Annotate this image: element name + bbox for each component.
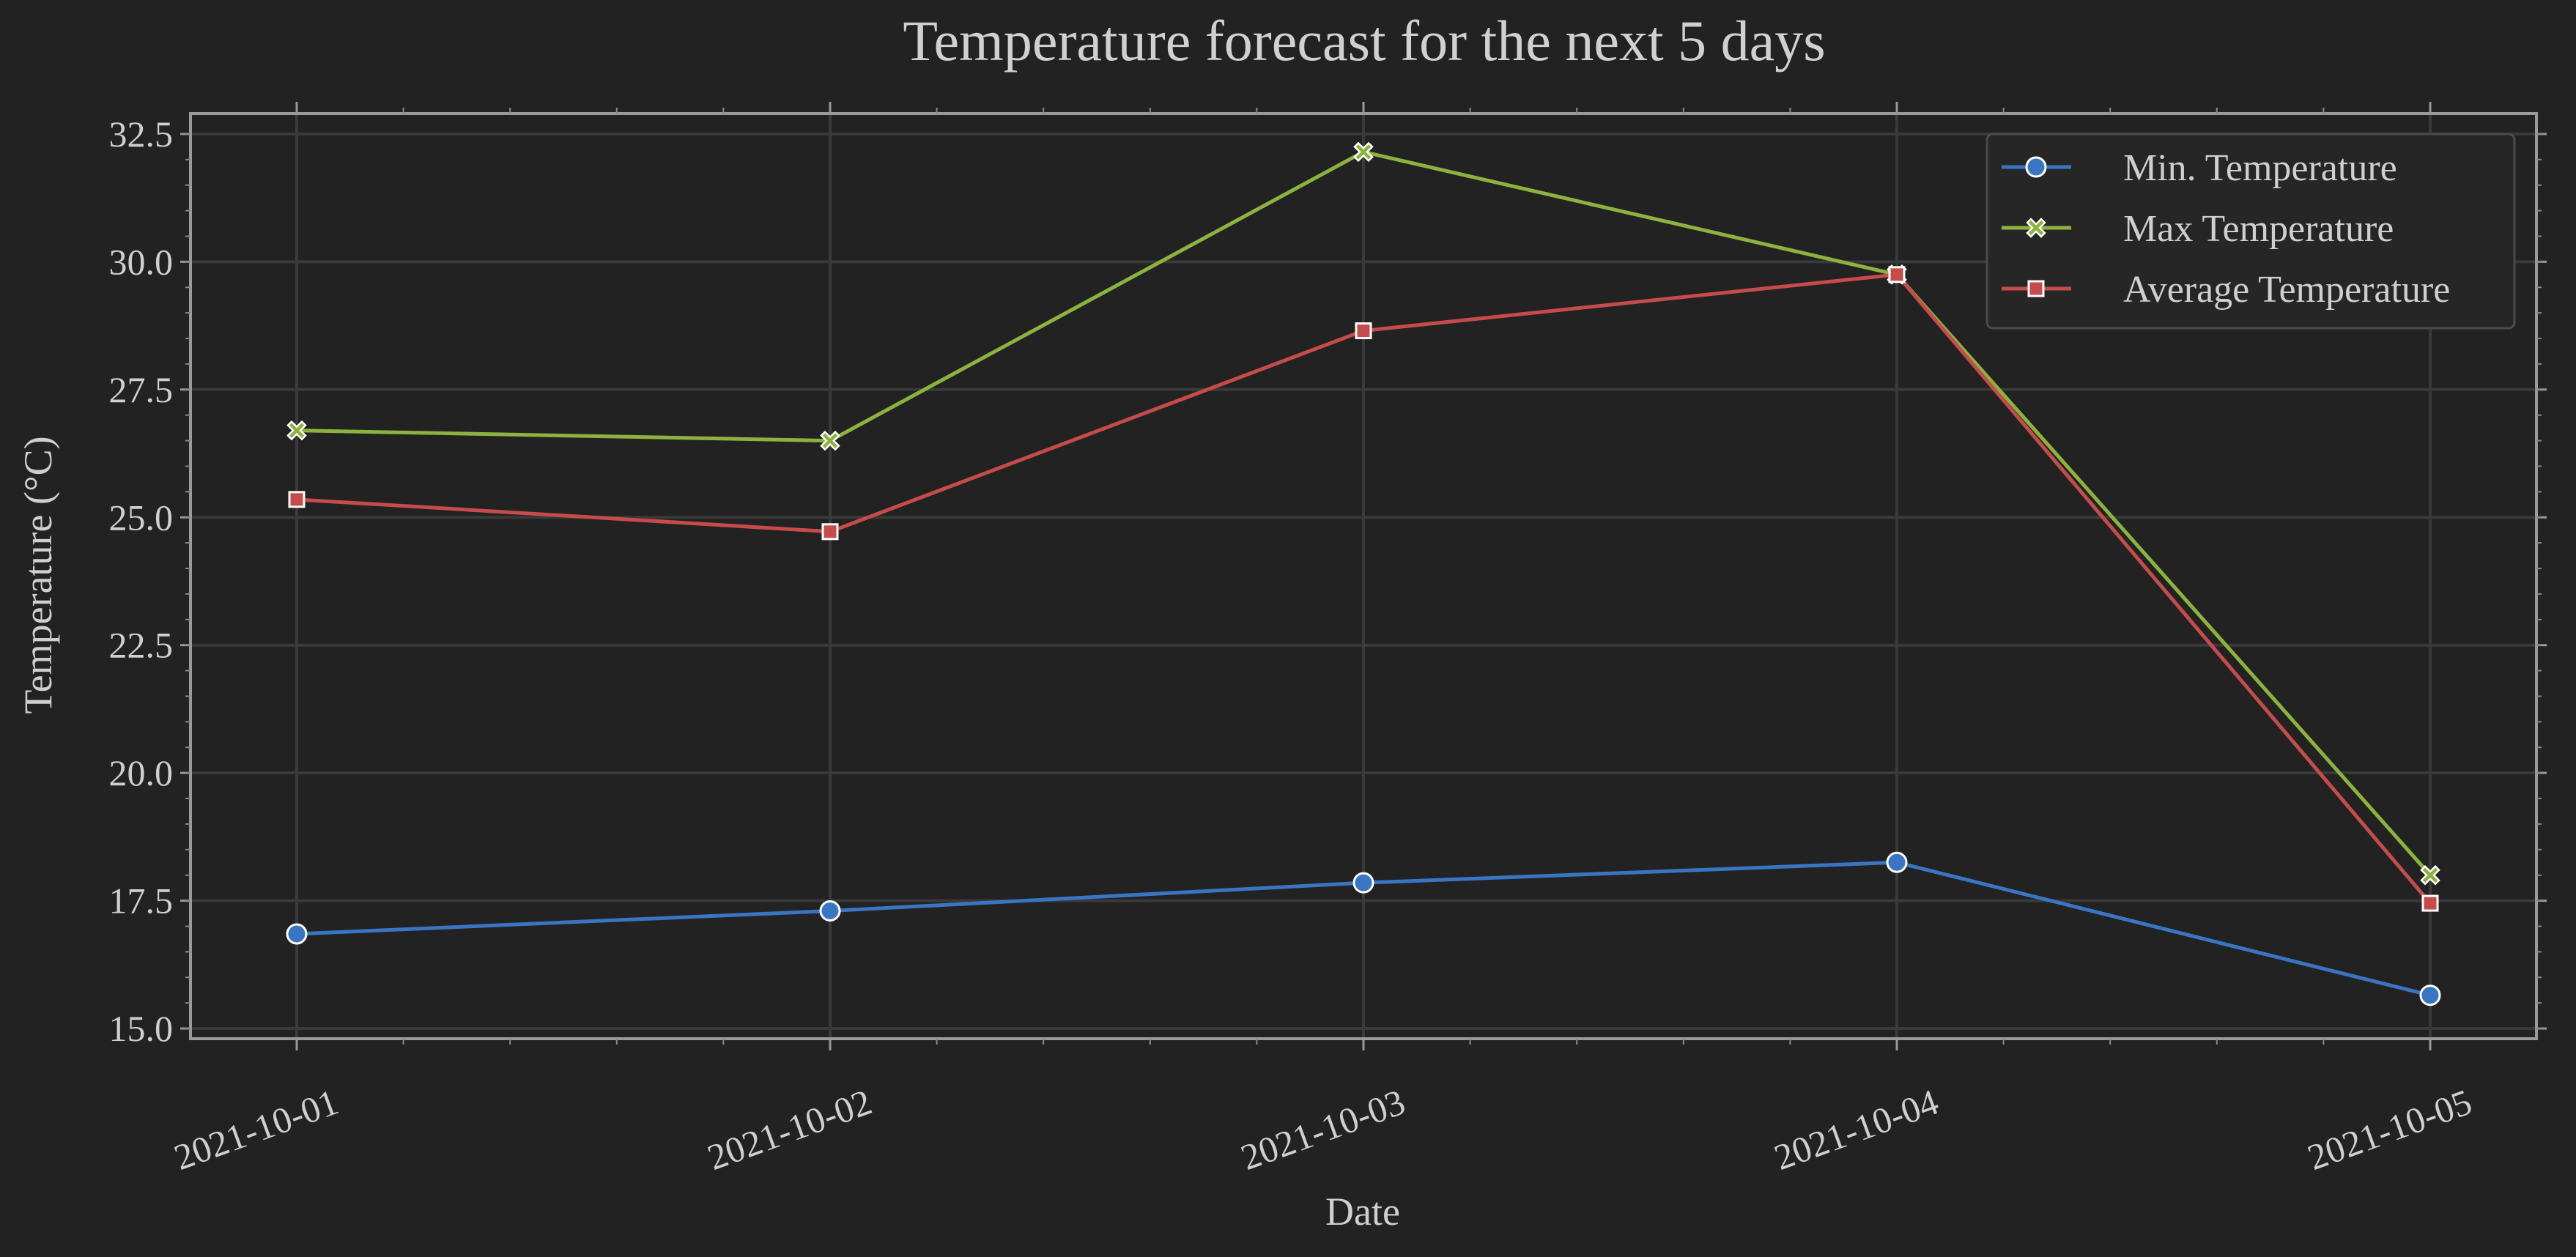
series-markers bbox=[286, 141, 2441, 1006]
data-point-average bbox=[2421, 894, 2439, 912]
legend-label-min: Min. Temperature bbox=[2123, 147, 2397, 189]
data-point-min bbox=[1352, 872, 1374, 894]
data-point-max bbox=[820, 430, 840, 451]
legend: Min. Temperature Max Temperature Average T… bbox=[1985, 133, 2516, 330]
legend-label-max: Max Temperature bbox=[2123, 208, 2394, 250]
legend-label-average: Average Temperature bbox=[2123, 269, 2450, 311]
y-tick-label: 32.5 bbox=[109, 114, 174, 155]
legend-box bbox=[1985, 133, 2516, 330]
data-point-min bbox=[819, 900, 841, 922]
data-point-max bbox=[2420, 864, 2440, 886]
legend-marker-max bbox=[2026, 218, 2046, 238]
legend-marker-min bbox=[2025, 156, 2047, 178]
y-tick-label: 20.0 bbox=[109, 752, 174, 793]
data-point-average bbox=[1888, 266, 1906, 283]
data-point-min bbox=[1886, 851, 1908, 873]
y-axis-label: Temperature (°C) bbox=[16, 436, 60, 713]
data-point-min bbox=[286, 923, 308, 945]
data-point-average bbox=[821, 523, 839, 541]
legend-marker-average bbox=[2027, 280, 2045, 297]
data-point-average bbox=[288, 491, 306, 508]
data-point-min bbox=[2419, 985, 2441, 1006]
y-tick-label: 30.0 bbox=[109, 241, 174, 282]
data-point-average bbox=[1355, 322, 1372, 340]
x-axis-label: Date bbox=[1325, 1190, 1400, 1234]
y-tick-label: 15.0 bbox=[109, 1008, 174, 1049]
chart-title: Temperature forecast for the next 5 days bbox=[903, 9, 1825, 73]
data-point-max bbox=[286, 420, 307, 441]
y-tick-label: 22.5 bbox=[109, 625, 174, 666]
y-tick-label: 27.5 bbox=[109, 369, 174, 410]
y-tick-label: 17.5 bbox=[109, 880, 174, 922]
data-point-max bbox=[1353, 141, 1374, 163]
y-tick-label: 25.0 bbox=[109, 497, 174, 538]
